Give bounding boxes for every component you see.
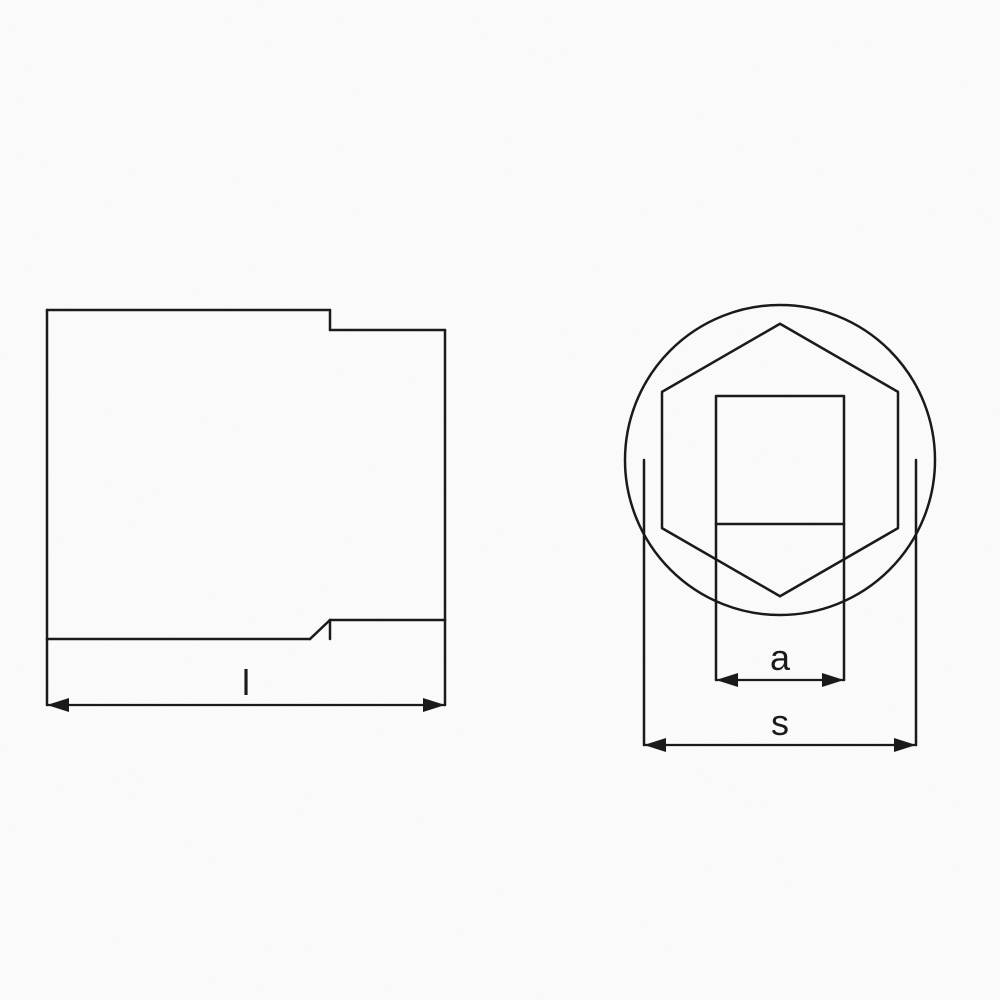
dim-label-l: l (242, 662, 250, 703)
dim-label-a: a (770, 637, 791, 678)
dim-label-s: s (771, 702, 789, 743)
